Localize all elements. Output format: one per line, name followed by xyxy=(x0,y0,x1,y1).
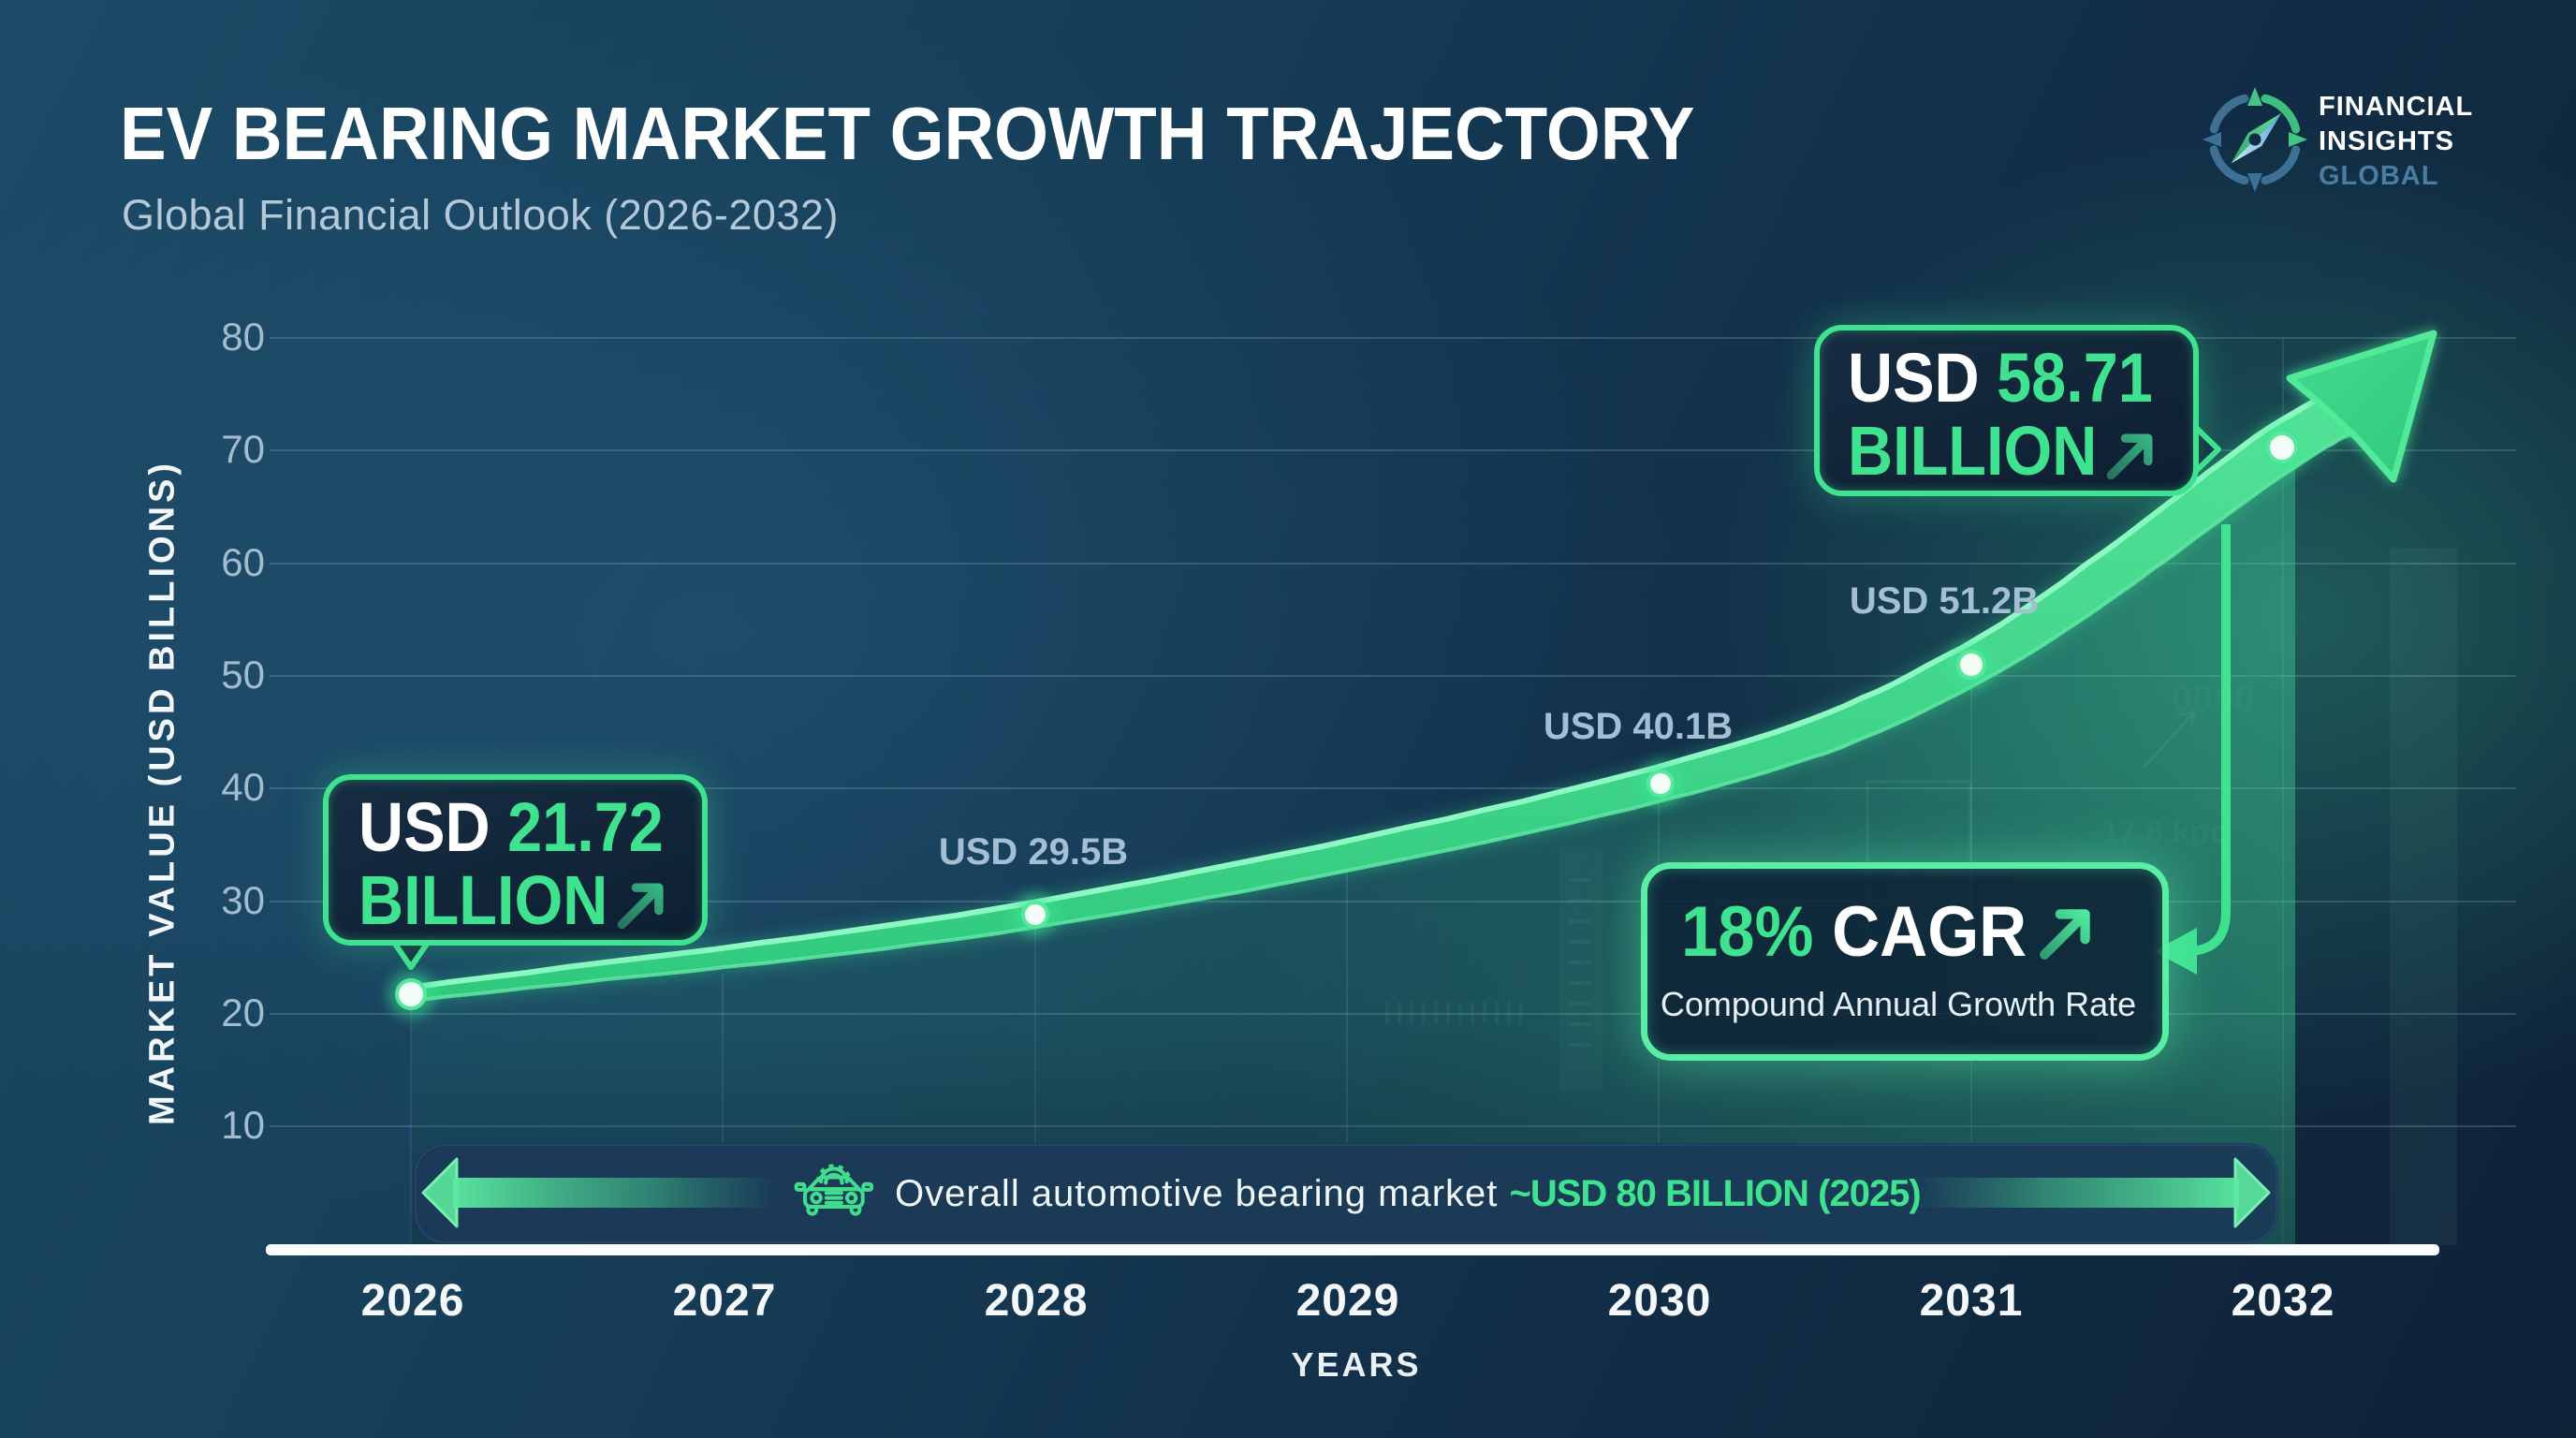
svg-text:Overall automotive bearing mar: Overall automotive bearing market ~USD 8… xyxy=(895,1173,1921,1214)
